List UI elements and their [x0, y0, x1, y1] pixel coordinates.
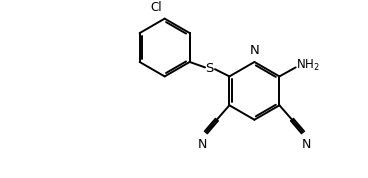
Text: S: S: [205, 62, 214, 75]
Text: N: N: [302, 138, 311, 151]
Text: N: N: [250, 44, 259, 57]
Text: NH$_2$: NH$_2$: [296, 58, 319, 73]
Text: Cl: Cl: [150, 1, 162, 14]
Text: N: N: [198, 138, 207, 151]
